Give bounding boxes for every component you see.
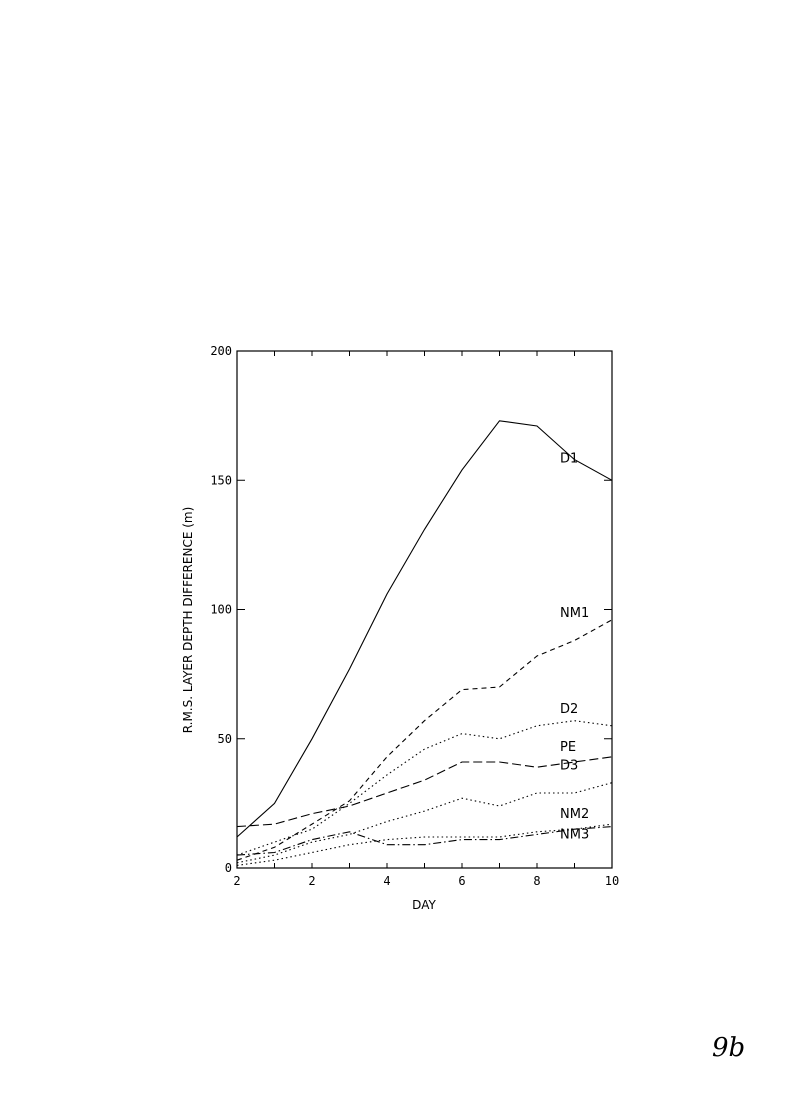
series-label-d2: D2: [560, 702, 578, 717]
series-label-nm1: NM1: [560, 606, 589, 621]
y-tick-label: 0: [225, 861, 232, 875]
plot-frame: [236, 350, 613, 869]
series-label-pe: PE: [560, 740, 576, 755]
series-label-nm2: NM2: [560, 807, 589, 822]
series-line-pe: [236, 756, 613, 828]
series-line-nm1: [236, 619, 613, 861]
series-layer: [236, 420, 613, 866]
x-tick-label: 8: [533, 874, 540, 888]
series-label-d3: D3: [560, 759, 578, 774]
series-label-nm3: NM3: [560, 828, 589, 843]
x-tick-label: 10: [605, 874, 619, 888]
x-tick-label: 2: [308, 874, 315, 888]
x-tick-label: 4: [383, 874, 390, 888]
y-axis-title: R.M.S. LAYER DEPTH DIFFERENCE (m): [181, 507, 195, 734]
x-tick-label: 2: [233, 874, 240, 888]
series-labels: D1 NM1 D2 PE D3 NM2 NM3: [560, 451, 589, 842]
y-tick-label: 150: [210, 473, 232, 487]
series-label-d1: D1: [560, 451, 578, 466]
handwritten-mark: 9b: [712, 1033, 745, 1063]
x-tick-label: 6: [458, 874, 465, 888]
series-line-nm3: [236, 826, 613, 856]
series-line-nm2: [236, 823, 613, 866]
series-line-d2: [236, 720, 613, 856]
y-tick-label: 200: [210, 344, 232, 358]
series-line-d3: [236, 782, 613, 864]
x-axis-title: DAY: [412, 898, 436, 912]
y-tick-label: 100: [210, 603, 232, 617]
series-line-d1: [236, 420, 613, 838]
y-tick-label: 50: [218, 732, 232, 746]
